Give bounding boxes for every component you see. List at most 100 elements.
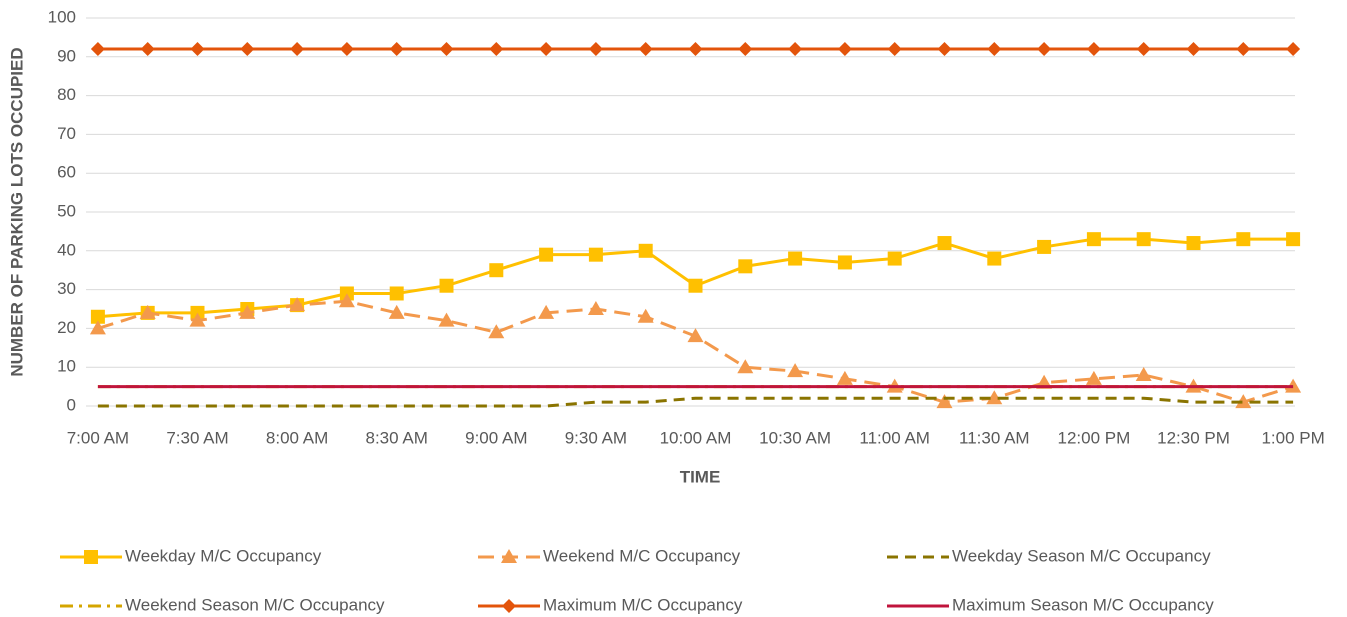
legend-item: Weekday Season M/C Occupancy bbox=[887, 546, 1211, 565]
marker bbox=[737, 359, 754, 374]
marker bbox=[1235, 394, 1252, 409]
marker bbox=[887, 42, 902, 57]
x-tick-label: 10:00 AM bbox=[660, 428, 732, 447]
marker bbox=[189, 312, 206, 327]
y-tick-label: 70 bbox=[57, 124, 76, 143]
series bbox=[90, 42, 1301, 57]
marker bbox=[1286, 42, 1301, 57]
marker bbox=[290, 42, 305, 57]
legend-label: Weekend M/C Occupancy bbox=[543, 546, 741, 565]
marker bbox=[987, 42, 1002, 57]
marker bbox=[502, 599, 516, 613]
legend-item: Maximum M/C Occupancy bbox=[478, 595, 743, 614]
x-tick-label: 7:00 AM bbox=[67, 428, 129, 447]
series bbox=[97, 396, 1294, 408]
marker bbox=[937, 236, 952, 251]
marker bbox=[738, 259, 753, 274]
marker bbox=[688, 42, 703, 57]
y-tick-label: 60 bbox=[57, 163, 76, 182]
legend-label: Weekday Season M/C Occupancy bbox=[952, 546, 1211, 565]
y-axis-title: NUMBER OF PARKING LOTS OCCUPIED bbox=[7, 47, 26, 376]
series-line bbox=[97, 396, 1294, 408]
marker bbox=[1086, 42, 1101, 57]
x-tick-label: 12:30 PM bbox=[1157, 428, 1230, 447]
marker bbox=[501, 549, 517, 563]
marker bbox=[787, 363, 804, 378]
y-tick-label: 80 bbox=[57, 85, 76, 104]
marker bbox=[738, 42, 753, 57]
legend-label: Weekend Season M/C Occupancy bbox=[125, 595, 385, 614]
y-tick-label: 0 bbox=[67, 395, 76, 414]
marker bbox=[1286, 232, 1301, 247]
marker bbox=[539, 247, 554, 262]
series bbox=[89, 293, 1302, 409]
marker bbox=[1135, 366, 1152, 381]
marker bbox=[439, 278, 454, 293]
x-tick-label: 8:00 AM bbox=[266, 428, 328, 447]
marker bbox=[937, 42, 952, 57]
x-tick-label: 11:30 AM bbox=[959, 428, 1030, 447]
marker bbox=[84, 550, 98, 564]
x-tick-label: 9:00 AM bbox=[465, 428, 527, 447]
marker bbox=[1136, 232, 1151, 247]
marker bbox=[89, 320, 106, 335]
legend-item: Weekday M/C Occupancy bbox=[60, 546, 322, 565]
marker bbox=[339, 42, 354, 57]
x-tick-label: 9:30 AM bbox=[565, 428, 627, 447]
marker bbox=[538, 304, 555, 319]
marker bbox=[1186, 42, 1201, 57]
x-tick-label: 12:00 PM bbox=[1058, 428, 1131, 447]
legend-label: Weekday M/C Occupancy bbox=[125, 546, 322, 565]
marker bbox=[987, 251, 1002, 266]
marker bbox=[637, 308, 654, 323]
marker bbox=[837, 255, 852, 270]
marker bbox=[90, 309, 105, 324]
marker bbox=[836, 370, 853, 385]
marker bbox=[638, 42, 653, 57]
x-tick-label: 11:00 AM bbox=[859, 428, 930, 447]
marker bbox=[1037, 42, 1052, 57]
marker bbox=[438, 312, 455, 327]
marker bbox=[489, 263, 504, 278]
marker bbox=[1085, 370, 1102, 385]
marker bbox=[986, 390, 1003, 405]
y-tick-label: 90 bbox=[57, 46, 76, 65]
marker bbox=[788, 42, 803, 57]
marker bbox=[887, 251, 902, 266]
marker bbox=[1186, 236, 1201, 251]
marker bbox=[837, 42, 852, 57]
legend-item: Weekend M/C Occupancy bbox=[478, 546, 741, 565]
x-tick-label: 1:00 PM bbox=[1261, 428, 1324, 447]
marker bbox=[289, 297, 306, 312]
marker bbox=[439, 42, 454, 57]
marker bbox=[388, 304, 405, 319]
legend-item: Weekend Season M/C Occupancy bbox=[60, 595, 385, 614]
marker bbox=[489, 42, 504, 57]
marker bbox=[936, 394, 953, 409]
legend-item: Maximum Season M/C Occupancy bbox=[887, 595, 1214, 614]
y-tick-label: 30 bbox=[57, 279, 76, 298]
marker bbox=[587, 301, 604, 315]
marker bbox=[1236, 232, 1251, 247]
y-tick-label: 10 bbox=[57, 357, 76, 376]
marker bbox=[389, 42, 404, 57]
marker bbox=[1236, 42, 1251, 57]
marker bbox=[240, 42, 255, 57]
y-tick-label: 100 bbox=[48, 7, 76, 26]
marker bbox=[190, 42, 205, 57]
y-tick-label: 40 bbox=[57, 240, 76, 259]
x-tick-label: 10:30 AM bbox=[759, 428, 831, 447]
marker bbox=[1086, 232, 1101, 247]
marker bbox=[688, 278, 703, 293]
marker bbox=[687, 328, 704, 343]
y-tick-label: 20 bbox=[57, 318, 76, 337]
marker bbox=[139, 304, 156, 319]
x-tick-label: 7:30 AM bbox=[166, 428, 228, 447]
marker bbox=[239, 304, 256, 319]
marker bbox=[90, 42, 105, 57]
marker bbox=[539, 42, 554, 57]
legend-label: Maximum M/C Occupancy bbox=[543, 595, 743, 614]
marker bbox=[389, 286, 404, 301]
legend-label: Maximum Season M/C Occupancy bbox=[952, 595, 1214, 614]
